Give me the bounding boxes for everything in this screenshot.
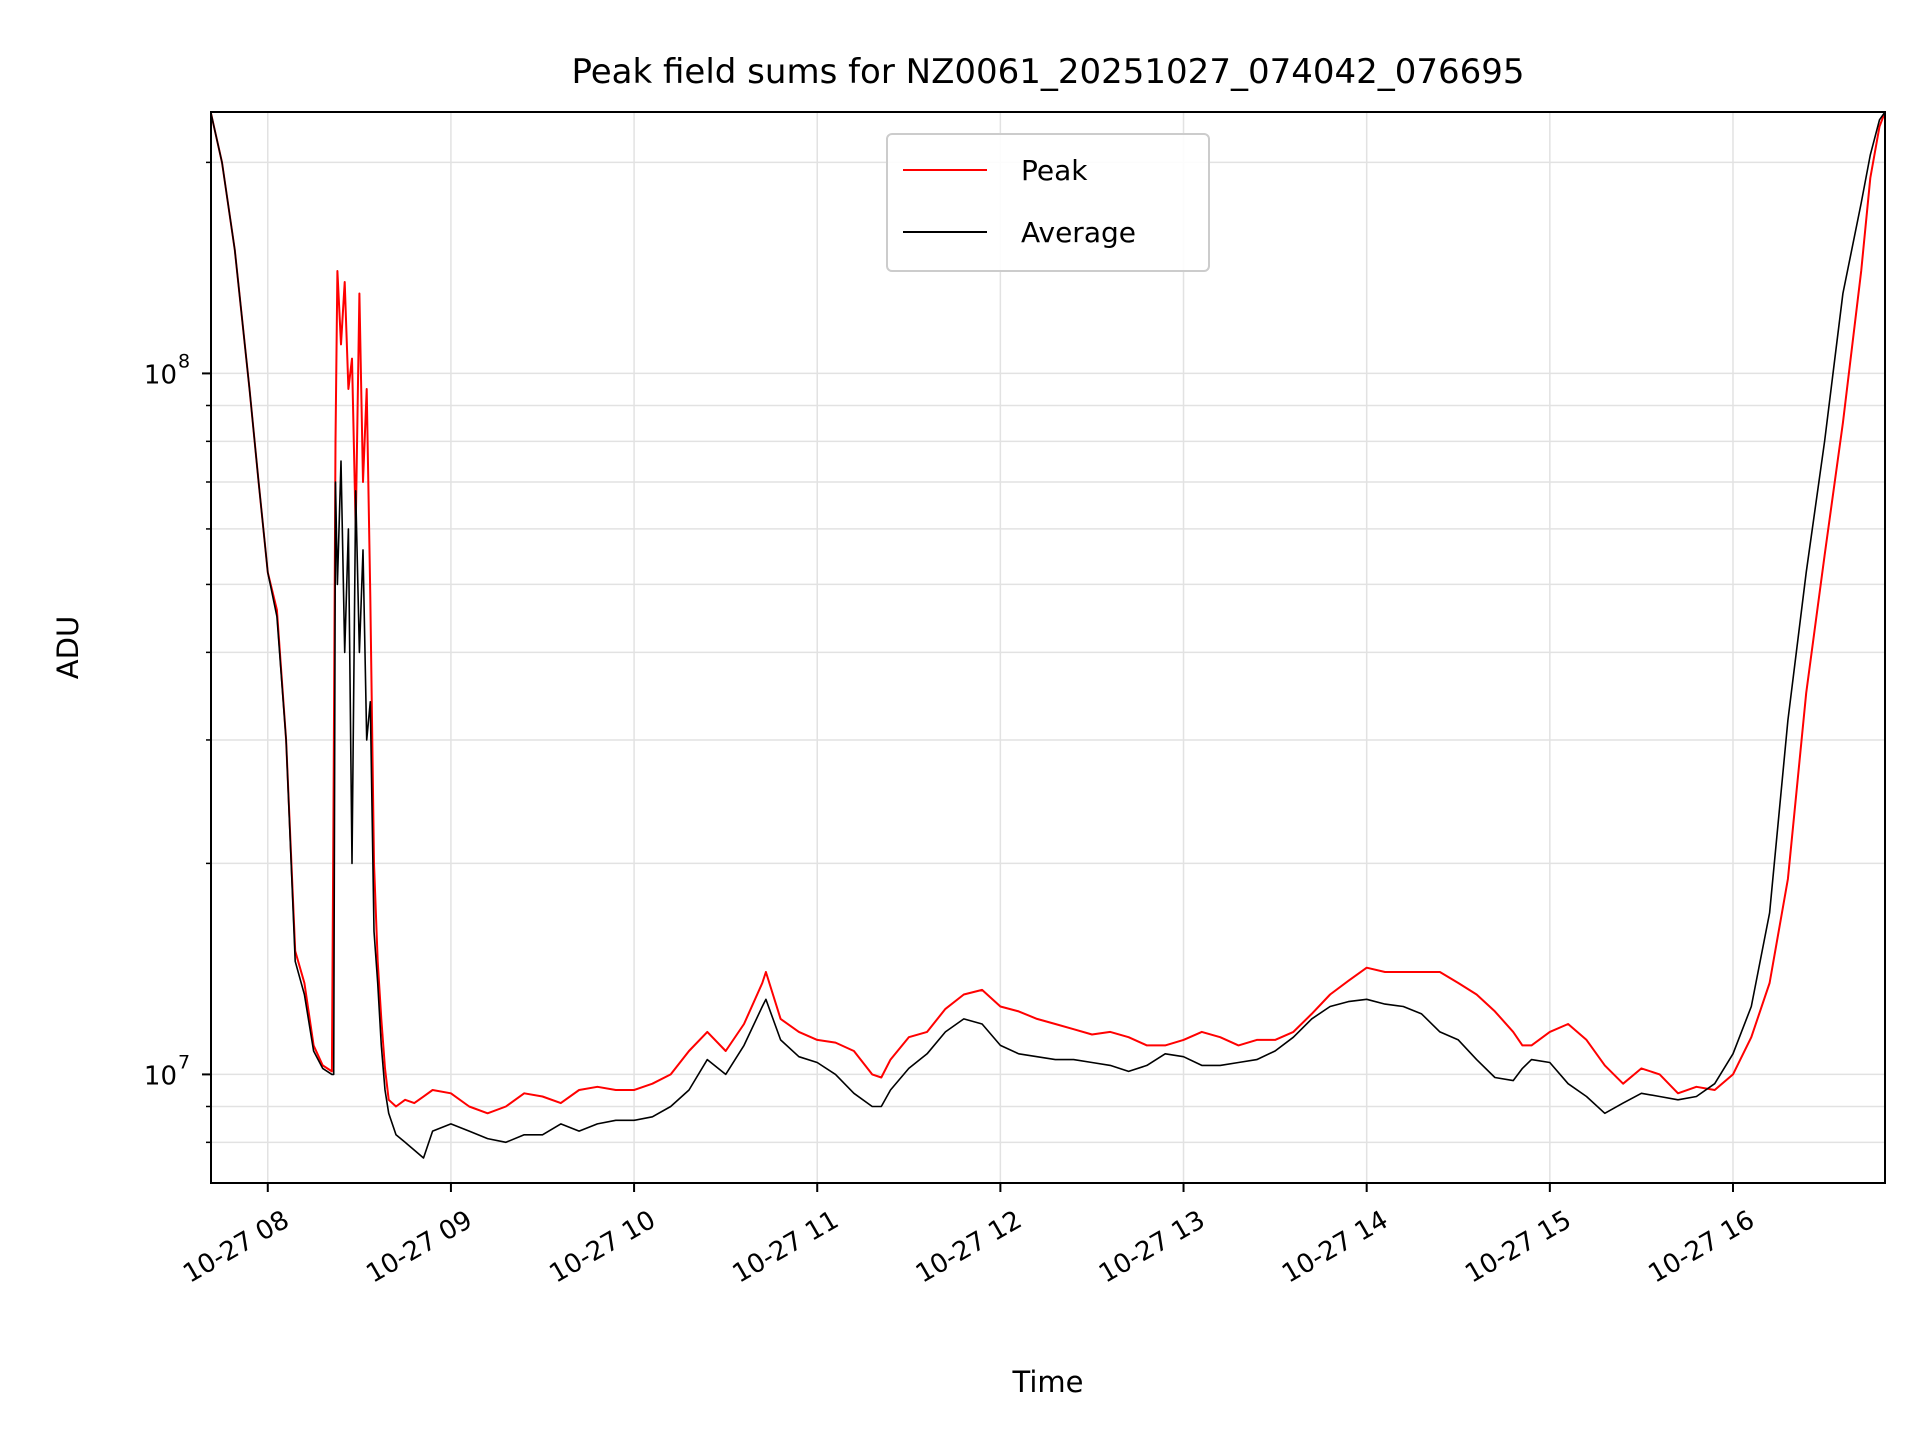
legend-box	[886, 133, 1210, 272]
plot-frame	[210, 111, 1886, 1184]
y-tick-label-base: 10	[144, 360, 177, 390]
y-tick-label-exponent: 7	[178, 1051, 190, 1073]
series-line-peak	[211, 112, 1885, 1115]
legend: Peak Average	[886, 133, 1210, 272]
series-layer	[211, 112, 1885, 1159]
y-tick-label-base: 10	[144, 1061, 177, 1091]
chart-title: Peak field sums for NZ0061_20251027_0740…	[571, 52, 1524, 92]
legend-label-peak: Peak	[1021, 154, 1088, 187]
legend-label-average: Average	[1021, 216, 1136, 249]
series-line-average	[211, 112, 1885, 1159]
x-axis-label: Time	[1012, 1365, 1084, 1399]
y-tick-label-exponent: 8	[178, 350, 190, 372]
y-axis-label: ADU	[51, 616, 85, 679]
grid	[211, 112, 1885, 1183]
